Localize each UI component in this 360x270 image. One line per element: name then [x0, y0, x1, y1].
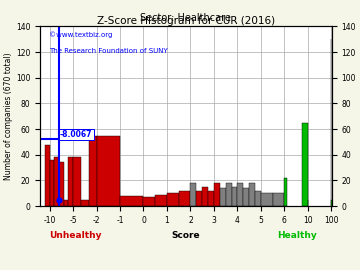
Text: Sector: Healthcare: Sector: Healthcare: [140, 13, 231, 23]
Bar: [226, 183, 231, 206]
Bar: [196, 191, 202, 206]
Bar: [249, 183, 255, 206]
Bar: [243, 188, 249, 206]
Bar: [144, 197, 155, 206]
Bar: [89, 136, 96, 206]
Bar: [59, 163, 64, 206]
Text: The Research Foundation of SUNY: The Research Foundation of SUNY: [49, 48, 168, 54]
Bar: [214, 183, 220, 206]
Bar: [167, 193, 179, 206]
Bar: [273, 193, 284, 206]
Bar: [73, 157, 81, 206]
Bar: [155, 195, 167, 206]
Bar: [261, 193, 273, 206]
Bar: [208, 191, 214, 206]
Text: -8.0067: -8.0067: [60, 130, 93, 139]
Bar: [81, 200, 89, 206]
Text: Healthy: Healthy: [277, 231, 316, 240]
Bar: [54, 157, 59, 206]
Y-axis label: Number of companies (670 total): Number of companies (670 total): [4, 52, 13, 180]
Bar: [68, 157, 73, 206]
Bar: [220, 188, 226, 206]
Bar: [96, 136, 120, 206]
Bar: [238, 183, 243, 206]
Text: ©www.textbiz.org: ©www.textbiz.org: [49, 32, 112, 39]
Bar: [179, 191, 190, 206]
Bar: [190, 183, 196, 206]
Bar: [120, 196, 144, 206]
Bar: [50, 160, 54, 206]
Bar: [231, 187, 238, 206]
Title: Z-Score Histogram for CUR (2016): Z-Score Histogram for CUR (2016): [97, 16, 275, 26]
Bar: [45, 144, 50, 206]
Bar: [255, 191, 261, 206]
Bar: [284, 178, 287, 206]
Text: Score: Score: [172, 231, 200, 240]
Bar: [302, 123, 308, 206]
Text: Unhealthy: Unhealthy: [49, 231, 102, 240]
Bar: [202, 187, 208, 206]
Bar: [64, 200, 68, 206]
